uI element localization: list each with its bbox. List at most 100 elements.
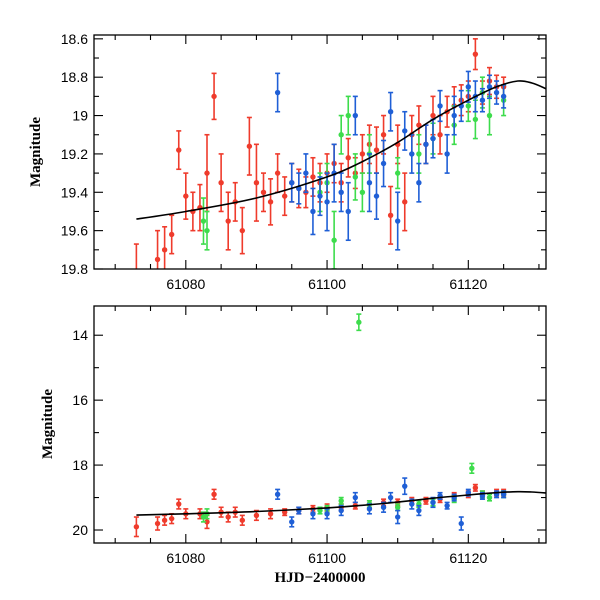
bottom-blue-point xyxy=(394,509,401,525)
bottom-blue-marker xyxy=(402,483,408,489)
bottom-red-marker xyxy=(225,514,231,520)
top-red-point xyxy=(253,143,260,222)
bottom-red-point xyxy=(239,514,246,526)
top-red-marker xyxy=(281,193,288,199)
bottom-green-point xyxy=(486,493,493,502)
bottom-blue-point xyxy=(444,501,450,510)
top-blue-marker xyxy=(409,151,415,157)
top-green-point xyxy=(486,95,493,136)
top-red-marker xyxy=(437,132,443,138)
bottom-red-marker xyxy=(168,515,175,522)
top-red-marker xyxy=(373,147,380,153)
top-y-axis-label: Magnitude xyxy=(28,117,44,187)
top-red-marker xyxy=(134,289,139,294)
top-blue-point xyxy=(402,110,408,151)
top-blue-marker xyxy=(479,97,486,103)
top-red-marker xyxy=(260,189,267,195)
top-y-tick-label: 19.8 xyxy=(61,261,88,277)
top-green-marker xyxy=(472,116,479,123)
bottom-blue-point xyxy=(416,504,422,517)
top-red-marker xyxy=(387,212,394,218)
bottom-y-axis-label: Magnitude xyxy=(40,389,56,459)
top-green-point xyxy=(200,197,207,245)
bottom-green-point xyxy=(338,496,344,505)
bottom-y-tick-label: 18 xyxy=(72,457,88,473)
bottom-green-point xyxy=(317,506,323,515)
top-blue-marker xyxy=(465,84,472,90)
bottom-x-tick-label: 61120 xyxy=(449,550,487,566)
bottom-blue-point xyxy=(274,488,281,500)
top-blue-marker xyxy=(324,199,330,205)
top-red-marker xyxy=(310,174,316,180)
bottom-blue-marker xyxy=(444,502,450,509)
top-blue-marker xyxy=(289,179,295,186)
top-red-marker xyxy=(168,231,175,238)
top-red-marker xyxy=(225,218,231,224)
top-blue-point xyxy=(338,172,344,213)
top-y-tick-label: 18.8 xyxy=(61,69,88,85)
top-green-point xyxy=(331,210,337,269)
top-blue-point xyxy=(310,187,316,236)
bottom-model-curve xyxy=(136,490,546,516)
bottom-green-point xyxy=(469,462,475,474)
top-blue-marker xyxy=(345,208,351,215)
bottom-red-marker xyxy=(176,501,182,507)
top-blue-point xyxy=(493,80,500,105)
top-red-marker xyxy=(218,179,224,186)
top-y-tick-label: 19.4 xyxy=(61,184,88,200)
bottom-red-point xyxy=(161,514,168,526)
top-red-point xyxy=(161,226,168,269)
bottom-blue-marker xyxy=(274,491,281,498)
top-blue-point xyxy=(296,172,302,205)
top-blue-point xyxy=(289,162,295,203)
top-y-tick-label: 18.6 xyxy=(61,31,88,47)
top-red-marker xyxy=(345,155,351,161)
top-blue-marker xyxy=(274,89,281,96)
top-red-point xyxy=(204,133,210,213)
top-red-point xyxy=(345,137,351,178)
top-red-marker xyxy=(402,199,408,205)
top-red-marker xyxy=(246,143,253,149)
bottom-blue-point xyxy=(387,491,394,504)
top-x-tick-label: 61100 xyxy=(308,276,346,292)
top-red-point xyxy=(176,130,182,171)
top-blue-point xyxy=(444,133,450,174)
bottom-blue-marker xyxy=(324,511,330,517)
top-red-marker xyxy=(161,247,168,253)
top-red-marker xyxy=(183,193,189,199)
top-blue-point xyxy=(274,72,281,113)
bottom-data-points xyxy=(133,313,507,538)
top-blue-point xyxy=(451,95,457,136)
top-red-point xyxy=(472,38,479,71)
bottom-blue-marker xyxy=(465,489,472,496)
bottom-blue-marker xyxy=(416,507,422,514)
top-green-marker xyxy=(416,151,422,157)
top-blue-marker xyxy=(416,179,422,186)
top-red-point xyxy=(239,206,246,255)
bottom-blue-marker xyxy=(409,501,415,507)
top-red-point xyxy=(218,153,224,213)
top-blue-marker xyxy=(437,103,443,109)
bottom-blue-marker xyxy=(394,514,401,520)
bottom-green-marker xyxy=(356,319,362,325)
top-blue-point xyxy=(486,74,493,100)
bottom-red-point xyxy=(211,488,217,500)
top-blue-marker xyxy=(366,179,373,186)
top-blue-point xyxy=(416,162,422,203)
top-green-marker xyxy=(394,170,401,176)
bottom-blue-marker xyxy=(338,507,344,514)
top-red-point xyxy=(274,153,281,194)
top-green-marker xyxy=(204,227,210,234)
top-red-marker xyxy=(274,170,281,176)
bottom-red-marker xyxy=(253,512,260,519)
top-red-marker xyxy=(154,256,161,263)
bottom-blue-marker xyxy=(366,506,373,512)
bottom-red-marker xyxy=(267,511,274,517)
top-green-point xyxy=(338,114,344,155)
bottom-red-marker xyxy=(211,491,217,498)
top-blue-point xyxy=(458,89,464,123)
top-red-point xyxy=(387,185,394,245)
top-red-point xyxy=(168,214,175,255)
top-blue-marker xyxy=(500,93,507,100)
